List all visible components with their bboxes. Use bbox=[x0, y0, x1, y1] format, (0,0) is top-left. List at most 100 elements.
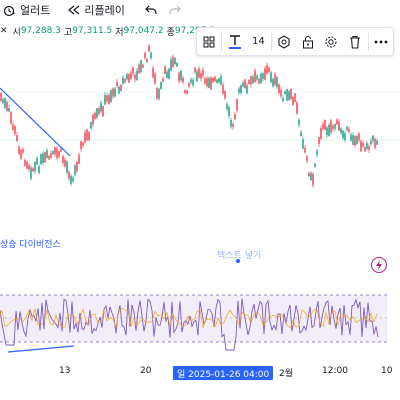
candle-body bbox=[94, 112, 96, 120]
candle-body bbox=[314, 163, 316, 168]
candle-body bbox=[126, 74, 128, 80]
candle-body bbox=[272, 78, 274, 87]
low-value: 97,047.2 bbox=[123, 26, 164, 36]
candle-body bbox=[260, 73, 262, 84]
candle-body bbox=[90, 122, 92, 129]
candle-body bbox=[50, 152, 52, 158]
replay-button[interactable]: 리플레이 bbox=[62, 0, 130, 20]
candle-body bbox=[322, 123, 324, 129]
font-size-value: 14 bbox=[251, 36, 265, 47]
candle-body bbox=[370, 140, 372, 144]
candle-body bbox=[28, 165, 30, 170]
style-button[interactable] bbox=[273, 31, 295, 53]
style-icon bbox=[278, 34, 290, 49]
candle-body bbox=[10, 112, 12, 124]
candle-body bbox=[180, 70, 182, 81]
candle-body bbox=[192, 79, 194, 86]
candle-body bbox=[246, 85, 248, 94]
candle-body bbox=[286, 89, 288, 101]
candle-body bbox=[116, 81, 118, 87]
candle-body bbox=[258, 78, 260, 84]
candle-body bbox=[160, 81, 162, 89]
candle-body bbox=[64, 159, 66, 167]
candle-body bbox=[338, 121, 340, 131]
candle-body bbox=[196, 71, 198, 82]
candle-body bbox=[294, 93, 296, 102]
group-button[interactable] bbox=[198, 31, 220, 53]
candle-body bbox=[374, 138, 376, 148]
candle-body bbox=[252, 76, 254, 84]
candle-body bbox=[132, 67, 134, 74]
candle-body bbox=[244, 79, 246, 88]
crosshair-time-label: 일 2025-01-26 04:00 bbox=[173, 366, 274, 380]
divergence-label[interactable]: 상승 다이버전스 bbox=[0, 240, 61, 250]
candle-body bbox=[162, 78, 164, 82]
font-size-button[interactable]: 14 bbox=[247, 31, 269, 53]
candle-body bbox=[178, 72, 180, 82]
open-label: 시 bbox=[12, 27, 21, 38]
rsi-line bbox=[0, 298, 379, 351]
text-color-button[interactable] bbox=[224, 31, 246, 53]
lightning-icon bbox=[376, 260, 382, 270]
candle-body bbox=[20, 149, 22, 159]
candle-body bbox=[112, 88, 114, 97]
candle-body bbox=[0, 92, 2, 101]
candle-body bbox=[332, 125, 334, 130]
candle-body bbox=[74, 165, 76, 176]
time-axis[interactable]: 13 20 2월 12:00 10 bbox=[0, 366, 400, 380]
candle-body bbox=[326, 127, 328, 135]
low-label: 저 bbox=[115, 27, 124, 38]
delete-button[interactable] bbox=[344, 31, 366, 53]
rsi-signal-line bbox=[0, 307, 378, 330]
candle-body bbox=[188, 83, 190, 88]
x-tick: 10 bbox=[381, 366, 393, 376]
flash-badge[interactable] bbox=[371, 257, 387, 273]
undo-icon bbox=[145, 5, 157, 14]
candle-body bbox=[268, 67, 270, 72]
candle-body bbox=[302, 139, 304, 149]
candle-body bbox=[26, 161, 28, 169]
candle-body bbox=[360, 141, 362, 152]
candle-body bbox=[340, 128, 342, 134]
candle-body bbox=[108, 94, 110, 105]
candle-body bbox=[134, 74, 136, 80]
candle-body bbox=[274, 74, 276, 85]
candle-body bbox=[60, 148, 62, 152]
lock-button[interactable] bbox=[297, 31, 319, 53]
candle-body bbox=[226, 104, 228, 109]
alert-button[interactable]: 얼러트 bbox=[0, 0, 56, 20]
candle-body bbox=[200, 73, 202, 79]
close-x-icon[interactable]: ✕ bbox=[0, 26, 8, 36]
text-placeholder[interactable]: 텍스트 넣기 bbox=[217, 251, 262, 261]
text-color-icon bbox=[228, 34, 241, 49]
candle-body bbox=[76, 161, 78, 172]
candle-body bbox=[168, 68, 170, 79]
candle-body bbox=[306, 156, 308, 161]
candle-body bbox=[38, 165, 40, 174]
candle-body bbox=[292, 97, 294, 105]
gear-icon bbox=[325, 36, 337, 47]
candle-body bbox=[46, 150, 48, 159]
candle-body bbox=[346, 126, 348, 130]
candle-body bbox=[316, 150, 318, 155]
candle-body bbox=[298, 119, 300, 125]
undo-button[interactable] bbox=[139, 0, 163, 20]
alarm-clock-icon bbox=[3, 5, 15, 17]
candle-body bbox=[348, 128, 350, 132]
settings-button[interactable] bbox=[320, 31, 342, 53]
candle-body bbox=[320, 128, 322, 139]
candle-body bbox=[82, 142, 84, 146]
candle-body bbox=[164, 66, 166, 75]
candle-body bbox=[204, 78, 206, 84]
candle-body bbox=[254, 70, 256, 83]
redo-button[interactable] bbox=[163, 0, 187, 20]
candle-body bbox=[368, 146, 370, 151]
candle-body bbox=[40, 154, 42, 165]
candle-body bbox=[250, 76, 252, 85]
candle-body bbox=[4, 97, 6, 108]
candle-body bbox=[174, 57, 176, 64]
candle-body bbox=[218, 78, 220, 83]
more-button[interactable] bbox=[370, 31, 392, 53]
candle-body bbox=[98, 108, 100, 115]
